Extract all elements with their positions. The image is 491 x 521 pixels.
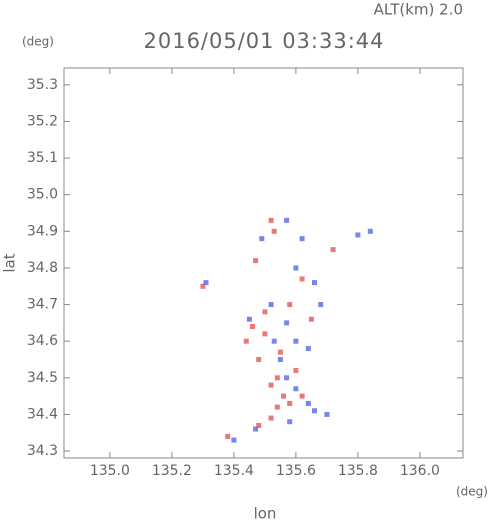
x-tick-label: 135.0 xyxy=(90,463,130,479)
radar-echo xyxy=(262,331,268,337)
y-tick-label: 35.1 xyxy=(27,150,58,166)
x-unit: (deg) xyxy=(456,485,488,499)
radar-echo xyxy=(284,375,290,381)
x-tick-label: 136.0 xyxy=(400,463,440,479)
radar-echo xyxy=(367,228,373,234)
radar-echo xyxy=(293,386,299,392)
radar-echo xyxy=(299,236,305,242)
radar-echo xyxy=(318,302,324,308)
y-tick-label: 34.4 xyxy=(27,406,58,422)
y-tick-label: 35.0 xyxy=(27,187,58,203)
radar-echo xyxy=(305,346,311,352)
altitude-label: ALT(km) 2.0 xyxy=(374,1,463,19)
radar-echo xyxy=(231,437,237,443)
radar-echo xyxy=(293,367,299,373)
radar-echo xyxy=(249,324,255,330)
radar-echo xyxy=(280,393,286,399)
radar-echo xyxy=(284,320,290,326)
radar-echo xyxy=(271,228,277,234)
y-tick-label: 34.6 xyxy=(27,333,58,349)
y-axis-label: lat xyxy=(1,253,19,272)
x-tick-label: 135.8 xyxy=(338,463,378,479)
radar-echo xyxy=(293,338,299,344)
radar-echo xyxy=(274,375,280,381)
radar-echo xyxy=(243,338,249,344)
radar-echo xyxy=(324,411,330,417)
x-tick-label: 135.2 xyxy=(152,463,192,479)
radar-echo xyxy=(203,280,209,286)
radar-echo xyxy=(293,265,299,271)
radar-echo xyxy=(277,356,283,362)
radar-echo xyxy=(262,309,268,315)
radar-echo xyxy=(308,316,314,322)
plot-frame xyxy=(63,67,464,459)
radar-echo xyxy=(268,217,274,223)
chart-title: 2016/05/01 03:33:44 xyxy=(143,29,384,53)
radar-echo xyxy=(268,382,274,388)
radar-echo xyxy=(253,258,259,264)
radar-echo xyxy=(305,400,311,406)
y-tick-label: 34.8 xyxy=(27,260,58,276)
radar-echo xyxy=(256,422,262,428)
y-unit: (deg) xyxy=(22,35,54,49)
radar-echo xyxy=(274,404,280,410)
y-tick-label: 35.2 xyxy=(27,113,58,129)
radar-echo xyxy=(200,283,206,289)
x-axis-label: lon xyxy=(254,505,277,521)
radar-echo xyxy=(259,236,265,242)
radar-echo xyxy=(311,408,317,414)
y-tick-label: 34.7 xyxy=(27,297,58,313)
y-tick-label: 34.3 xyxy=(27,443,58,459)
radar-echo xyxy=(246,316,252,322)
radar-echo xyxy=(287,419,293,425)
radar-echo xyxy=(253,426,259,432)
radar-echo xyxy=(225,433,231,439)
radar-echo xyxy=(256,356,262,362)
radar-echo xyxy=(268,302,274,308)
radar-echo xyxy=(287,302,293,308)
radar-echo xyxy=(311,280,317,286)
radar-echo xyxy=(299,276,305,282)
radar-echo xyxy=(277,349,283,355)
radar-echo xyxy=(287,400,293,406)
radar-echo xyxy=(299,393,305,399)
x-tick-label: 135.4 xyxy=(214,463,254,479)
radar-echo xyxy=(355,232,361,238)
x-tick-label: 135.6 xyxy=(276,463,316,479)
y-tick-label: 34.9 xyxy=(27,223,58,239)
y-tick-label: 34.5 xyxy=(27,370,58,386)
radar-echo xyxy=(271,338,277,344)
radar-echo xyxy=(268,415,274,421)
radar-echo xyxy=(330,247,336,253)
y-tick-label: 35.3 xyxy=(27,77,58,93)
radar-echo xyxy=(284,217,290,223)
